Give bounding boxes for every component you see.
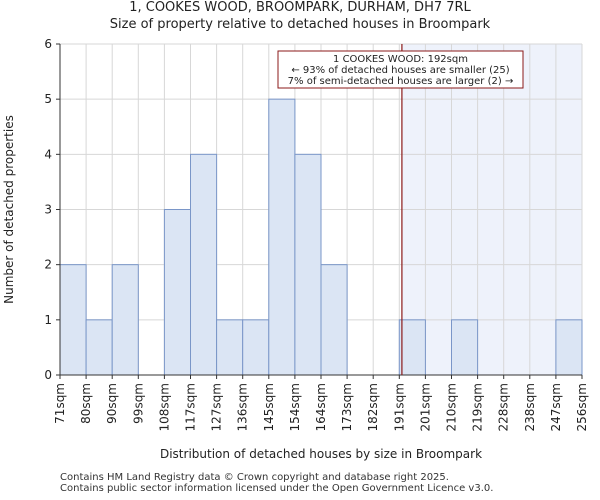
x-tick-label: 210sqm <box>445 383 459 431</box>
x-tick-label: 173sqm <box>340 383 354 431</box>
x-axis-title: Distribution of detached houses by size … <box>160 447 482 461</box>
annotation-line2: ← 93% of detached houses are smaller (25… <box>291 65 509 76</box>
x-tick-label: 256sqm <box>575 383 589 431</box>
x-tick-label: 136sqm <box>236 383 250 431</box>
footer-copyright: Contains HM Land Registry data © Crown c… <box>60 472 449 483</box>
histogram-bar <box>216 319 244 376</box>
histogram-bar <box>85 319 113 376</box>
x-tick-label: 71sqm <box>53 383 67 424</box>
y-tick-label: 3 <box>44 203 52 217</box>
y-tick-label: 1 <box>44 313 52 327</box>
annotation-line3: 7% of semi-detached houses are larger (2… <box>288 76 514 87</box>
x-tick-label: 117sqm <box>184 383 198 431</box>
annotation-line1: 1 COOKES WOOD: 192sqm <box>333 54 468 65</box>
x-tick-label: 182sqm <box>366 383 380 431</box>
y-tick-label: 0 <box>44 368 52 382</box>
histogram-bar <box>451 319 479 376</box>
histogram-bar <box>190 153 218 376</box>
x-tick-label: 201sqm <box>418 383 432 431</box>
x-tick-label: 228sqm <box>497 383 511 431</box>
chart-title-line2: Size of property relative to detached ho… <box>109 17 491 32</box>
y-tick-label: 5 <box>44 92 52 106</box>
histogram-bar <box>320 264 348 376</box>
x-tick-label: 164sqm <box>314 383 328 431</box>
histogram-bar <box>163 209 191 376</box>
x-tick-label: 191sqm <box>392 383 406 431</box>
y-tick-label: 2 <box>44 258 52 272</box>
x-tick-label: 247sqm <box>549 383 563 431</box>
x-tick-label: 238sqm <box>523 383 537 431</box>
y-axis-title: Number of detached properties <box>2 115 16 304</box>
histogram-bar <box>294 153 322 376</box>
x-tick-label: 145sqm <box>262 383 276 431</box>
y-tick-label: 6 <box>44 37 52 51</box>
y-tick-label: 4 <box>44 147 52 161</box>
chart-title-line1: 1, COOKES WOOD, BROOMPARK, DURHAM, DH7 7… <box>129 0 471 15</box>
x-tick-label: 219sqm <box>471 383 485 431</box>
histogram-bar <box>242 319 270 376</box>
x-tick-label: 108sqm <box>157 383 171 431</box>
x-tick-label: 99sqm <box>131 383 145 424</box>
footer-licence: Contains public sector information licen… <box>60 483 494 494</box>
x-tick-label: 154sqm <box>288 383 302 431</box>
histogram-bar <box>111 264 139 376</box>
x-tick-label: 90sqm <box>105 383 119 424</box>
annotation-box <box>277 50 524 89</box>
histogram-bar <box>59 264 87 376</box>
x-tick-label: 80sqm <box>79 383 93 424</box>
histogram-bar <box>268 98 296 376</box>
x-tick-label: 127sqm <box>210 383 224 431</box>
histogram-bar <box>398 319 426 376</box>
histogram-bar <box>555 319 583 376</box>
